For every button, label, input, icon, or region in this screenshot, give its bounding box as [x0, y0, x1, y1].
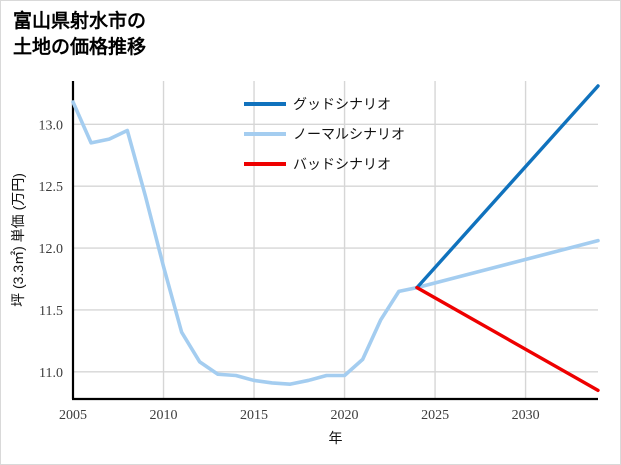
axis-lines — [71, 81, 598, 401]
data-series — [71, 84, 600, 393]
y-tick-label: 11.0 — [39, 366, 63, 381]
x-gridlines — [162, 81, 527, 399]
y-tick-label: 12.5 — [39, 180, 64, 195]
x-axis-title: 年 — [329, 430, 343, 446]
y-tick-label: 13.0 — [39, 118, 64, 133]
series-line — [415, 285, 600, 393]
x-tick-label: 2025 — [421, 408, 449, 423]
x-tick-label: 2005 — [59, 408, 87, 423]
x-tick-label: 2015 — [240, 408, 268, 423]
y-tick-label: 11.5 — [39, 304, 63, 319]
legend-label: ノーマルシナリオ — [293, 126, 405, 142]
x-tick-labels: 2005 2010 2015 2020 2025 2030 — [59, 408, 540, 423]
x-tick-label: 2010 — [150, 408, 178, 423]
legend-label: バッドシナリオ — [293, 156, 391, 172]
series-line — [71, 100, 600, 386]
y-tick-label: 12.0 — [39, 242, 64, 257]
series-line — [415, 84, 600, 290]
legend-label: グッドシナリオ — [293, 96, 391, 112]
x-tick-label: 2020 — [331, 408, 359, 423]
chart-title: 富山県射水市の 土地の価格推移 — [13, 11, 147, 58]
x-tick-label: 2030 — [512, 408, 540, 423]
y-axis-title: 坪 (3.3㎡) 単価 (万円) — [10, 173, 26, 307]
y-tick-labels: 11.0 11.5 12.0 12.5 13.0 — [39, 118, 64, 380]
